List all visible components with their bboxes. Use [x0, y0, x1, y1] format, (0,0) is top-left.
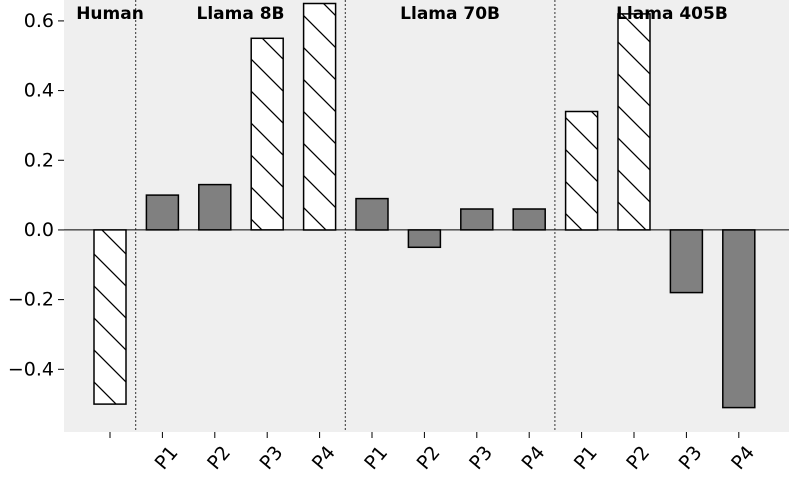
- bar-3-1: [617, 13, 651, 231]
- group-separators: [135, 0, 556, 432]
- bar-2-0: [355, 197, 389, 231]
- y-tick-label-4: 0.4: [24, 80, 54, 102]
- bar-1-3: [302, 2, 337, 231]
- x-tick-label-2-0: P1: [360, 442, 392, 472]
- y-tick-label-2: 0.0: [24, 219, 54, 241]
- group-label-3: Llama 405B: [616, 4, 728, 24]
- bar-3-0: [564, 110, 599, 231]
- group-label-1: Llama 8B: [196, 4, 284, 24]
- y-axis: −0.4 −0.2 0.0 0.2 0.4 0.6: [8, 10, 64, 380]
- x-tick-label-1-2: P3: [255, 442, 287, 472]
- x-tick-label-1-1: P2: [203, 442, 235, 472]
- x-tick-label-1-3: P4: [308, 442, 340, 472]
- x-tick-label-2-2: P3: [465, 442, 497, 472]
- group-label-2: Llama 70B: [400, 4, 500, 24]
- y-tick-label-1: −0.2: [8, 289, 54, 311]
- x-tick-label-3-1: P2: [622, 442, 654, 472]
- x-tick-label-3-0: P1: [570, 442, 602, 472]
- group-label-0: Human: [76, 4, 144, 24]
- x-tick-label-3-3: P4: [727, 442, 759, 472]
- x-tick-label-2-3: P4: [517, 442, 549, 472]
- x-tick-label-1-0: P1: [151, 442, 183, 472]
- x-tick-label-3-2: P3: [675, 442, 707, 472]
- bar-1-0: [145, 194, 180, 231]
- y-tick-label-3: 0.2: [24, 149, 54, 171]
- plot-area: [64, 0, 789, 432]
- y-tick-label-0: −0.4: [8, 358, 54, 380]
- bar-0-0: [93, 229, 127, 405]
- bars: [93, 2, 756, 409]
- bar-3-3: [722, 229, 756, 409]
- x-axis: P1 P2 P3 P4 P1 P2 P3 P4 P1 P2 P3 P4: [109, 432, 759, 474]
- bar-2-1: [407, 229, 442, 249]
- bar-3-2: [669, 229, 704, 294]
- bar-1-2: [250, 37, 284, 231]
- y-tick-label-5: 0.6: [24, 10, 54, 32]
- group-labels: Human Llama 8B Llama 70B Llama 405B: [76, 4, 728, 24]
- bar-2-3: [512, 208, 546, 231]
- bar-1-1: [198, 183, 232, 231]
- bar-2-2: [460, 208, 494, 231]
- x-tick-label-2-1: P2: [413, 442, 445, 472]
